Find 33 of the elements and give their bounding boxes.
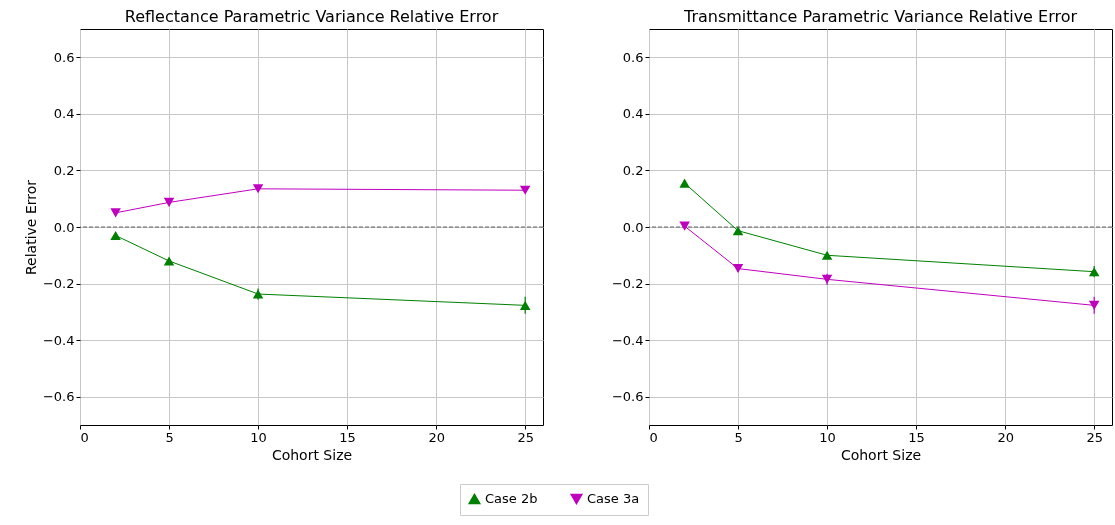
- x-tick-label: 10: [250, 429, 267, 445]
- x-tick-label: 25: [517, 429, 534, 445]
- y-tick-label: −0.2: [42, 276, 75, 292]
- y-tick-label: 0.0: [622, 219, 644, 235]
- y-tick-label: 0.6: [53, 49, 75, 65]
- y-tick-label: −0.6: [42, 389, 75, 405]
- y-tick-label: −0.2: [611, 276, 644, 292]
- y-tick-label: 0.4: [622, 106, 644, 122]
- y-tick-label: 0.0: [53, 219, 75, 235]
- legend-label: Case 2b: [485, 490, 538, 506]
- x-tick-label: 15: [908, 429, 925, 445]
- legend-label: Case 3a: [587, 490, 640, 506]
- y-tick-label: −0.4: [42, 332, 75, 348]
- chart-title: Reflectance Parametric Variance Relative Error: [124, 7, 499, 26]
- y-tick-label: 0.6: [622, 49, 644, 65]
- x-tick-label: 10: [819, 429, 836, 445]
- x-tick-label: 20: [997, 429, 1014, 445]
- x-tick-label: 0: [649, 429, 658, 445]
- y-tick-label: 0.2: [53, 162, 75, 178]
- x-tick-label: 5: [734, 429, 743, 445]
- x-tick-label: 15: [339, 429, 356, 445]
- x-axis-title: Cohort Size: [271, 446, 353, 463]
- y-tick-label: 0.2: [622, 162, 644, 178]
- x-tick-label: 5: [165, 429, 174, 445]
- x-tick-label: 0: [80, 429, 89, 445]
- x-axis-title: Cohort Size: [840, 446, 922, 463]
- y-axis-title: Relative Error: [22, 179, 39, 276]
- y-tick-label: −0.6: [611, 389, 644, 405]
- chart-title: Transmittance Parametric Variance Relative Error: [682, 7, 1078, 26]
- y-tick-label: −0.4: [611, 332, 644, 348]
- x-tick-label: 20: [428, 429, 445, 445]
- x-tick-label: 25: [1086, 429, 1103, 445]
- y-tick-label: 0.4: [53, 106, 75, 122]
